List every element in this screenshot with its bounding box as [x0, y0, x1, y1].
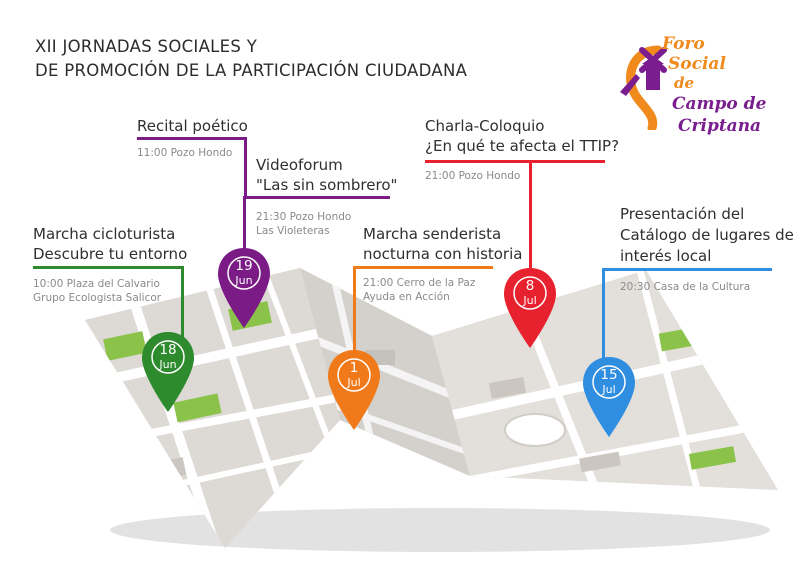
- map-pin-icon: [142, 332, 194, 412]
- pin-month: Jun: [235, 274, 253, 287]
- logo-line1: Foro: [662, 34, 705, 54]
- logo: Foro Social de Campo de Criptana: [612, 30, 792, 155]
- event-charla-rule: [425, 160, 605, 163]
- event-recital-title: Recital poético: [137, 117, 248, 135]
- event-ciclo-rule: [33, 266, 183, 269]
- pin-1-jul: 1 Jul: [326, 348, 382, 432]
- logo-line5: Criptana: [678, 116, 762, 136]
- header-title-line1: XII JORNADAS SOCIALES Y: [35, 37, 258, 56]
- map-pin-icon: [218, 248, 270, 328]
- map-pin-icon: [583, 357, 635, 437]
- event-sender-connector: [353, 266, 356, 361]
- pin-8-jul: 8 Jul: [502, 266, 558, 350]
- event-presentacion-detail: 20:30 Casa de la Cultura: [620, 281, 751, 293]
- logo-line2: Social: [668, 54, 726, 74]
- event-sender-rule: [353, 266, 493, 269]
- header-title-line2: DE PROMOCIÓN DE LA PARTICIPACIÓN CIUDADA…: [35, 61, 468, 80]
- event-ciclo-detail1: 10:00 Plaza del Calvario: [33, 278, 160, 290]
- logo-line3: de: [674, 74, 695, 92]
- pin-month: Jul: [602, 383, 616, 396]
- event-sender-detail1: 21:00 Cerro de la Paz: [363, 277, 476, 289]
- pin-month: Jun: [159, 358, 177, 371]
- event-ciclo-title2: Descubre tu entorno: [33, 245, 188, 263]
- pin-day: 18: [159, 342, 177, 358]
- pin-19-jun: 19 Jun: [216, 246, 272, 330]
- event-sender-title1: Marcha senderista: [363, 225, 502, 243]
- pin-day: 15: [600, 367, 618, 383]
- event-presentacion-title1: Presentación del: [620, 205, 745, 223]
- event-ciclo-connector: [181, 266, 184, 341]
- event-charla-title1: Charla-Coloquio: [425, 117, 545, 135]
- map-pin-icon: [328, 350, 380, 430]
- event-sender-detail2: Ayuda en Acción: [363, 291, 450, 303]
- event-charla-detail: 21:00 Pozo Hondo: [425, 170, 521, 182]
- event-videoforum-connector: [243, 196, 246, 256]
- event-sender-title2: nocturna con historia: [363, 245, 523, 263]
- pin-day: 8: [525, 278, 535, 294]
- event-recital-connector: [244, 137, 247, 197]
- event-videoforum-detail1: 21:30 Pozo Hondo: [256, 211, 352, 223]
- event-presentacion-connector: [602, 268, 605, 358]
- map-shadow: [110, 508, 770, 552]
- event-presentacion-title2: Catálogo de lugares de: [620, 226, 794, 244]
- map-pin-icon: [504, 268, 556, 348]
- event-charla-connector: [529, 160, 532, 275]
- event-videoforum-rule: [244, 196, 390, 199]
- pin-month: Jul: [347, 376, 361, 389]
- event-recital-rule: [137, 137, 247, 140]
- pin-day: 19: [235, 258, 253, 274]
- pin-month: Jul: [523, 294, 537, 307]
- event-ciclo-title1: Marcha cicloturista: [33, 225, 176, 243]
- event-recital-detail: 11:00 Pozo Hondo: [137, 147, 233, 159]
- event-presentacion-rule: [602, 268, 772, 271]
- event-videoforum-detail2: Las Violeteras: [256, 225, 330, 237]
- event-presentacion-title3: interés local: [620, 247, 712, 265]
- event-videoforum-title2: "Las sin sombrero": [256, 176, 398, 194]
- pin-15-jul: 15 Jul: [581, 355, 637, 439]
- event-ciclo-detail2: Grupo Ecologista Salicor: [33, 292, 162, 304]
- event-charla-title2: ¿En qué te afecta el TTIP?: [425, 137, 620, 155]
- event-videoforum-title1: Videoforum: [256, 156, 343, 174]
- windmill-icon: [620, 45, 667, 130]
- pin-day: 1: [349, 360, 359, 376]
- pin-18-jun: 18 Jun: [140, 330, 196, 414]
- logo-line4: Campo de: [672, 94, 767, 114]
